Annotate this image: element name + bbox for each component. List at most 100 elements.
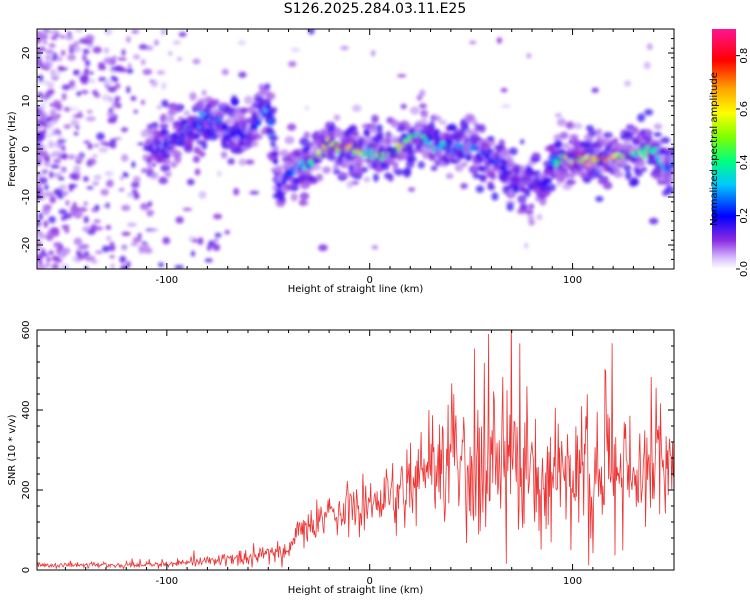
heatmap-cell	[488, 170, 496, 180]
heatmap-cell	[51, 70, 61, 77]
heatmap-cell	[265, 128, 275, 135]
colorbar-tick-label: 0.0	[739, 261, 750, 277]
heatmap-cell	[48, 43, 56, 48]
heatmap-cell	[103, 47, 110, 54]
heatmap-cell	[160, 127, 167, 136]
heatmap-cell	[126, 261, 131, 268]
heatmap-cell	[648, 217, 659, 225]
heatmap-cell	[220, 151, 228, 159]
heatmap-cell	[47, 140, 56, 149]
heatmap-cell	[91, 260, 98, 264]
heatmap-cell	[75, 250, 82, 257]
heatmap-cell	[60, 35, 66, 39]
heatmap-cell	[85, 116, 96, 122]
heatmap-cell	[268, 119, 274, 125]
heatmap-cell	[132, 236, 142, 243]
heatmap-cell	[138, 244, 145, 253]
heatmap-cell	[115, 104, 122, 109]
heatmap-cell	[634, 168, 643, 177]
heatmap-cell	[527, 214, 535, 221]
heatmap-cell	[536, 214, 543, 221]
heatmap-cell	[197, 237, 204, 246]
heatmap-cell	[65, 199, 70, 206]
heatmap-cell	[191, 238, 199, 243]
heatmap-cell	[653, 123, 663, 130]
heatmap-cell	[145, 209, 155, 216]
heatmap-cell	[43, 220, 49, 228]
colorbar-tick-label: 0.2	[739, 208, 750, 224]
heatmap-cell	[221, 68, 229, 76]
top-y-tick-label: 0	[21, 146, 32, 152]
heatmap-cell	[148, 228, 159, 232]
heatmap-cell	[147, 201, 153, 207]
heatmap-cell	[320, 128, 327, 136]
heatmap-cell	[623, 164, 632, 172]
heatmap-cell	[174, 264, 184, 269]
heatmap-cell	[602, 181, 613, 190]
heatmap-cell	[420, 109, 429, 119]
heatmap-cell	[631, 136, 639, 145]
heatmap-cell	[332, 169, 342, 175]
heatmap-cell	[70, 119, 80, 127]
heatmap-cell	[42, 29, 51, 33]
heatmap-cell	[288, 60, 297, 68]
snr-frame	[36, 329, 675, 571]
heatmap-cell	[506, 202, 514, 212]
heatmap-cell	[109, 255, 115, 259]
heatmap-cell	[270, 150, 280, 157]
heatmap-cell	[161, 99, 169, 108]
heatmap-cell	[174, 154, 182, 164]
heatmap-cell	[78, 206, 88, 213]
heatmap-cell	[114, 96, 121, 102]
heatmap-cell	[62, 191, 68, 197]
heatmap-cell	[83, 140, 91, 144]
heatmap-cell	[363, 176, 371, 183]
bottom-x-tick-label: -100	[155, 576, 178, 587]
heatmap-cell	[356, 157, 366, 164]
heatmap-cell	[156, 105, 162, 110]
heatmap-cell	[198, 150, 206, 158]
heatmap-cell	[94, 250, 104, 255]
heatmap-cell	[644, 109, 654, 116]
heatmap-cell	[517, 194, 527, 204]
heatmap-cell	[61, 84, 71, 91]
heatmap-cell	[213, 213, 223, 220]
heatmap-cell	[595, 128, 603, 136]
heatmap-cell	[168, 51, 173, 56]
heatmap-cell	[389, 135, 398, 143]
heatmap-cell	[101, 94, 111, 102]
heatmap-cell	[47, 88, 55, 95]
heatmap-cell	[121, 204, 131, 212]
heatmap-cell	[657, 179, 667, 186]
heatmap-cell	[304, 105, 310, 111]
heatmap-cell	[240, 107, 249, 114]
heatmap-cell	[487, 135, 495, 142]
heatmap-cell	[57, 176, 65, 181]
heatmap-cell	[303, 131, 311, 139]
heatmap-cell	[603, 131, 613, 139]
heatmap-cell	[186, 178, 195, 186]
heatmap-cell	[371, 114, 379, 124]
heatmap-cell	[417, 161, 426, 169]
heatmap-cell	[269, 135, 279, 141]
heatmap-cell	[240, 121, 248, 130]
heatmap-cell	[131, 29, 140, 34]
heatmap-cell	[667, 168, 674, 175]
heatmap-cell	[86, 186, 94, 190]
bottom-y-tick-label: 0	[21, 567, 32, 573]
heatmap-cell	[84, 34, 95, 42]
heatmap-cell	[133, 175, 141, 184]
heatmap-cell	[37, 120, 42, 125]
heatmap-cell	[57, 65, 65, 72]
heatmap-cell	[329, 133, 336, 143]
heatmap-cell	[43, 211, 50, 216]
heatmap-cell	[98, 76, 107, 82]
heatmap-cell	[105, 179, 114, 188]
heatmap-cell	[45, 134, 51, 139]
top-y-tick-label: 20	[21, 47, 32, 60]
heatmap-cell	[357, 138, 365, 146]
heatmap-cell	[137, 233, 142, 238]
heatmap-cell	[67, 154, 76, 160]
heatmap-cell	[57, 193, 65, 199]
heatmap-cell	[646, 43, 653, 51]
